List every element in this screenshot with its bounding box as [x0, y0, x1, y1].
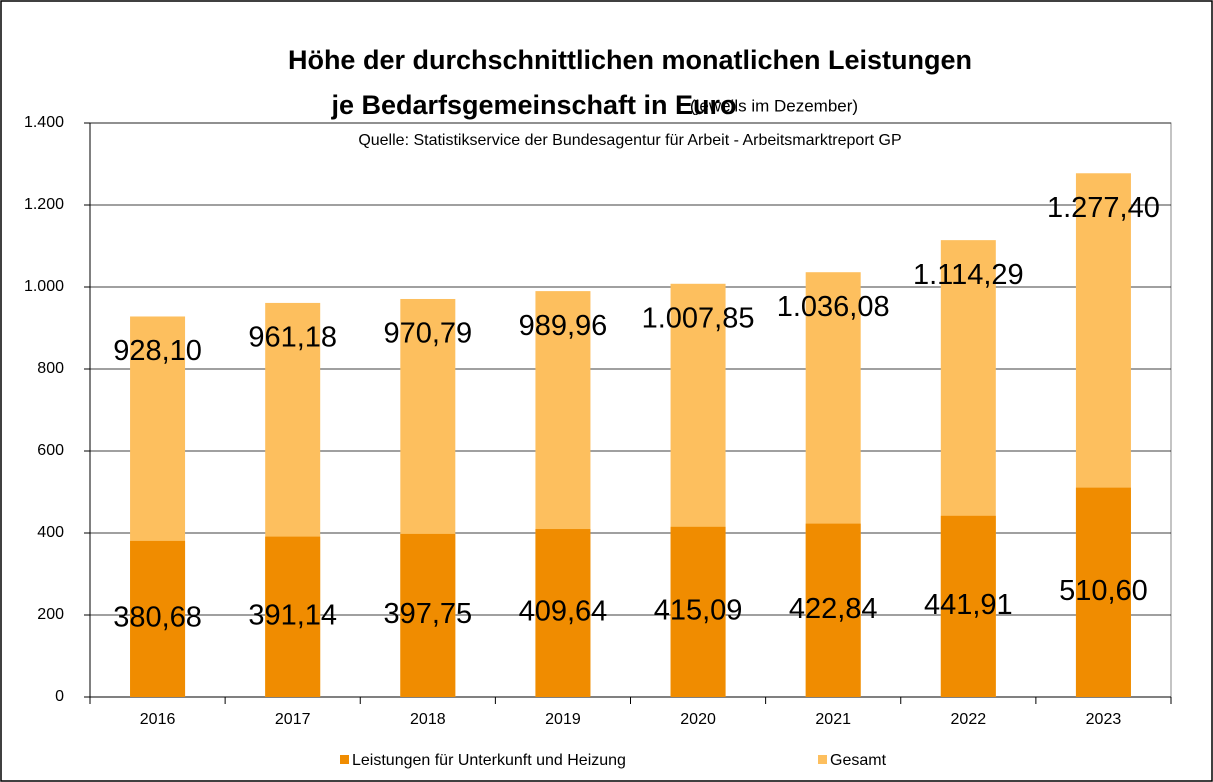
y-tick-label: 600	[37, 442, 64, 459]
bar	[1075, 487, 1131, 697]
x-tick-label: 2018	[410, 711, 446, 728]
data-label: 510,60	[1059, 575, 1148, 607]
data-label: 409,64	[519, 596, 608, 628]
data-label: 970,79	[383, 318, 472, 350]
bar	[940, 515, 996, 697]
bar	[670, 526, 726, 697]
data-label: 1.277,40	[1047, 192, 1160, 224]
y-tick-label: 400	[37, 524, 64, 541]
x-tick-label: 2023	[1086, 711, 1122, 728]
x-tick-label: 2016	[140, 711, 176, 728]
data-label: 397,75	[383, 598, 472, 630]
data-label: 391,14	[248, 599, 337, 631]
x-tick-label: 2017	[275, 711, 311, 728]
y-tick-label: 200	[37, 606, 64, 623]
chart-title-line2: je Bedarfsgemeinschaft in Euro	[330, 90, 736, 120]
chart-source: Quelle: Statistikservice der Bundesagent…	[358, 132, 901, 149]
chart-subtitle: (jeweils im Dezember)	[690, 96, 858, 115]
y-tick-label: 1.200	[24, 196, 64, 213]
bar	[535, 529, 591, 697]
data-label: 1.007,85	[642, 302, 755, 334]
data-label: 989,96	[519, 310, 608, 342]
data-label: 1.114,29	[913, 259, 1024, 291]
x-tick-label: 2019	[545, 711, 581, 728]
bar	[265, 536, 321, 697]
data-label: 422,84	[789, 593, 878, 625]
data-label: 415,09	[654, 595, 743, 627]
chart-title: Höhe der durchschnittlichen monatlichen …	[288, 45, 972, 75]
y-tick-label: 800	[37, 360, 64, 377]
bar	[130, 540, 186, 697]
bar	[400, 533, 456, 697]
x-tick-label: 2020	[680, 711, 716, 728]
x-tick-label: 2022	[951, 711, 987, 728]
data-label: 1.036,08	[777, 291, 890, 323]
y-tick-label: 1.400	[24, 114, 64, 131]
data-label: 441,91	[924, 589, 1013, 621]
legend-swatch	[340, 755, 349, 764]
x-tick-label: 2021	[815, 711, 851, 728]
y-tick-label: 1.000	[24, 278, 64, 295]
legend-label: Leistungen für Unterkunft und Heizung	[352, 752, 626, 769]
legend-swatch	[818, 755, 827, 764]
y-tick-label: 0	[55, 688, 64, 705]
data-label: 380,68	[113, 602, 202, 634]
bar	[805, 523, 861, 697]
data-label: 928,10	[113, 335, 202, 367]
data-label: 961,18	[248, 322, 337, 354]
legend-label: Gesamt	[830, 752, 887, 769]
